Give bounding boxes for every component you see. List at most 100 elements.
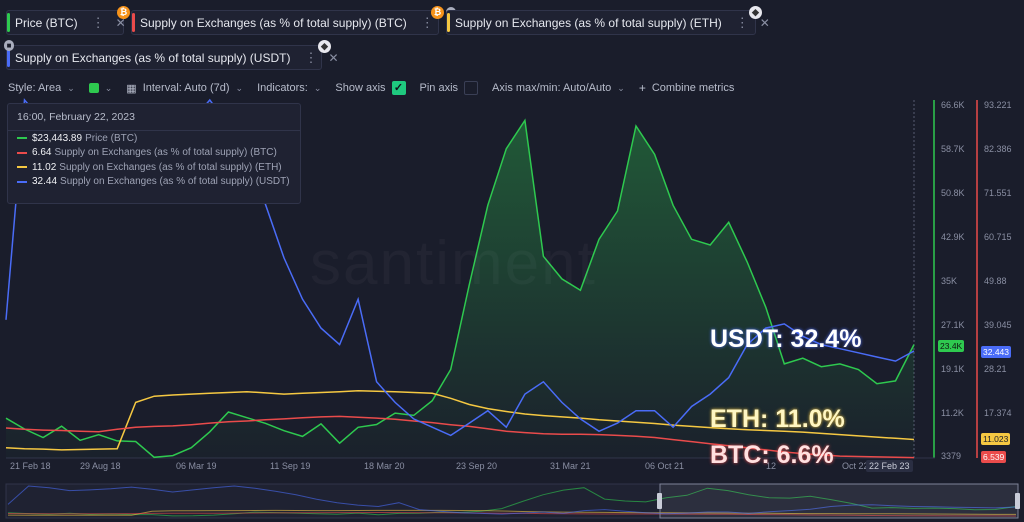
indicators-label: Indicators: — [257, 82, 308, 94]
more-options-icon[interactable]: ⋮ — [735, 14, 749, 30]
tooltip-value: $23,443.89 — [32, 132, 83, 144]
price-axis-tick: 66.6K — [941, 100, 965, 110]
combine-metrics-button[interactable]: + Combine metrics — [639, 81, 735, 95]
tooltip-label: Supply on Exchanges (as % of total suppl… — [60, 176, 290, 188]
price-axis-tick: 11.2K — [941, 408, 964, 418]
series-color-bar — [7, 13, 10, 32]
axis-minmax-label: Axis max/min: Auto/Auto — [492, 82, 612, 94]
x-axis-tick: 29 Aug 18 — [80, 461, 121, 471]
eth-current-tag: 11.023 — [981, 433, 1011, 445]
pct-axis-tick: 82.386 — [984, 144, 1012, 154]
pin-axis-toggle[interactable]: Pin axis — [420, 81, 479, 95]
series-color-bar — [132, 13, 135, 32]
legend-swatch — [17, 137, 27, 140]
metric-tab-price-btc[interactable]: Price (BTC) ⋮ ✕ — [6, 10, 126, 35]
ethereum-icon: ◆ — [318, 40, 331, 53]
pin-axis-label: Pin axis — [419, 82, 459, 94]
price-axis-tick: 50.8K — [941, 188, 965, 198]
series-line-eth[interactable] — [5, 390, 915, 451]
calendar-icon: ▦ — [126, 82, 137, 95]
btc-annotation: BTC: 6.6% — [710, 441, 834, 469]
color-picker[interactable]: ⌄ — [88, 82, 113, 94]
pct-axis-tick: 60.715 — [984, 232, 1012, 242]
color-swatch — [88, 83, 99, 93]
chevron-down-icon: ⌄ — [617, 82, 625, 93]
legend-swatch — [17, 151, 27, 154]
x-axis-tick: Oct 22 — [842, 461, 869, 471]
tooltip-value: 32.44 — [32, 176, 58, 188]
metric-tab-label: Price (BTC) — [15, 15, 78, 30]
tooltip-label: Supply on Exchanges (as % of total suppl… — [54, 147, 277, 159]
metric-tab-label: Supply on Exchanges (as % of total suppl… — [455, 15, 722, 30]
pct-axis-tick: 71.551 — [984, 188, 1012, 198]
price-axis-tick: 58.7K — [941, 144, 965, 154]
tooltip-value: 6.64 — [32, 147, 52, 159]
chart-tooltip: 16:00, February 22, 2023 $23,443.89 Pric… — [7, 103, 301, 204]
navigator-line-price — [7, 487, 1017, 517]
tooltip-label: Price (BTC) — [85, 132, 138, 144]
x-axis-tick: 06 Oct 21 — [645, 461, 685, 471]
price-axis-tick: 42.9K — [941, 232, 965, 242]
price-axis-tick: 27.1K — [941, 320, 965, 330]
navigator-handle-right[interactable] — [1015, 493, 1020, 509]
pct-axis-tick: 49.88 — [984, 276, 1007, 286]
chevron-down-icon: ⌄ — [104, 82, 113, 93]
more-options-icon[interactable]: ⋮ — [91, 14, 105, 30]
metric-tab-supply-btc[interactable]: Supply on Exchanges (as % of total suppl… — [131, 10, 455, 35]
tooltip-row-eth: 11.02 Supply on Exchanges (as % of total… — [8, 160, 300, 175]
price-current-tag: 23.4K — [938, 340, 965, 352]
metric-tab-supply-eth[interactable]: Supply on Exchanges (as % of total suppl… — [446, 10, 770, 35]
navigator-handle-left[interactable] — [657, 493, 662, 509]
x-axis-tick: 18 Mar 20 — [364, 461, 405, 471]
metric-tab-label: Supply on Exchanges (as % of total suppl… — [15, 50, 291, 65]
series-line-price[interactable] — [5, 118, 915, 459]
eth-annotation: ETH: 11.0% — [710, 405, 845, 433]
plus-icon: + — [638, 81, 646, 95]
close-icon[interactable]: ✕ — [115, 15, 126, 30]
metric-tab-supply-usdt[interactable]: Supply on Exchanges (as % of total suppl… — [6, 45, 339, 70]
close-icon[interactable]: ✕ — [328, 50, 339, 65]
more-options-icon[interactable]: ⋮ — [304, 49, 317, 65]
show-axis-label: Show axis — [335, 82, 386, 94]
chart-toolbar: Style: Area ⌄ ⌄ ▦ Interval: Auto (7d) ⌄ … — [8, 80, 748, 96]
navigator-track[interactable] — [5, 483, 1019, 519]
price-axis-tick: 19.1K — [941, 364, 965, 374]
interval-label: Interval: Auto (7d) — [142, 82, 230, 94]
price-axis-tick: 3379 — [941, 451, 962, 461]
more-options-icon[interactable]: ⋮ — [420, 14, 434, 30]
style-dropdown[interactable]: Style: Area ⌄ — [8, 82, 75, 94]
pct-axis-tick: 28.21 — [984, 364, 1007, 374]
check-icon[interactable]: ✓ — [391, 81, 406, 95]
x-axis-tick: 21 Feb 18 — [10, 461, 51, 471]
x-axis-tick: 22 Feb 23 — [866, 460, 913, 472]
tooltip-label: Supply on Exchanges (as % of total suppl… — [59, 161, 282, 173]
pct-axis-tick: 93.221 — [984, 100, 1012, 110]
navigator-line-eth — [7, 509, 1016, 516]
navigator-line-usdt — [7, 485, 1017, 515]
indicators-dropdown[interactable]: Indicators: ⌄ — [257, 82, 321, 94]
pct-axis-tick: 39.045 — [984, 320, 1012, 330]
x-axis-tick: 31 Mar 21 — [550, 461, 591, 471]
tooltip-date: 16:00, February 22, 2023 — [8, 104, 300, 131]
pin-axis-checkbox[interactable] — [464, 81, 479, 95]
lock-icon: ■ — [4, 40, 14, 51]
series-color-bar — [7, 48, 10, 67]
chevron-down-icon: ⌄ — [235, 82, 244, 93]
usdt-annotation: USDT: 32.4% — [710, 325, 862, 353]
close-icon[interactable]: ✕ — [759, 15, 770, 30]
series-area-price — [6, 120, 914, 459]
interval-dropdown[interactable]: ▦ Interval: Auto (7d) ⌄ — [126, 82, 243, 95]
tooltip-value: 11.02 — [32, 161, 57, 173]
style-label: Style: Area — [8, 82, 62, 94]
x-axis-tick: 11 Sep 19 — [270, 461, 311, 471]
legend-swatch — [17, 180, 27, 183]
price-axis-tick: 35K — [941, 276, 958, 286]
tooltip-row-btc: 6.64 Supply on Exchanges (as % of total … — [8, 146, 300, 161]
series-line-btc[interactable] — [5, 415, 915, 459]
axis-minmax-dropdown[interactable]: Axis max/min: Auto/Auto ⌄ — [492, 82, 625, 94]
x-axis-tick: 12 — [766, 461, 777, 471]
show-axis-toggle[interactable]: Show axis ✓ — [335, 81, 406, 95]
navigator-window[interactable] — [659, 483, 1019, 519]
pct-axis-tick: 17.374 — [984, 408, 1012, 418]
